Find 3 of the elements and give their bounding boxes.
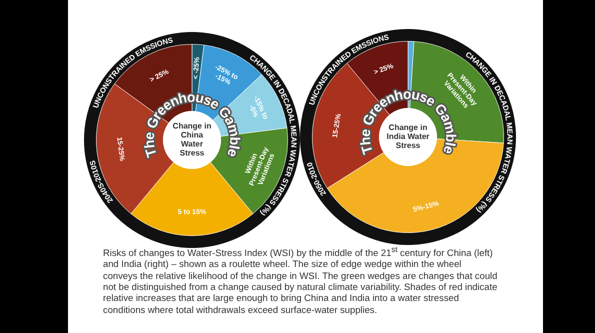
text: Change in India Water Stress xyxy=(386,123,430,150)
text: Change in China Water Stress xyxy=(172,122,212,158)
text: Risks of changes to Water-Stress Index (WSI) by the middle of the 21$^{st}$ century for China (left) and India (right) – shown as a roulette wheel. The size of edge wedge within the wheel conveys the relative likelihood of the change in WSI. The green wedges are changes that could not be distinguished from a change caused by natural climate variability. Shades of red indicate relative increases that are large enough to bring China and India into a water stressed conditions where total withdrawals exceed surface-water supplies. xyxy=(103,244,498,315)
